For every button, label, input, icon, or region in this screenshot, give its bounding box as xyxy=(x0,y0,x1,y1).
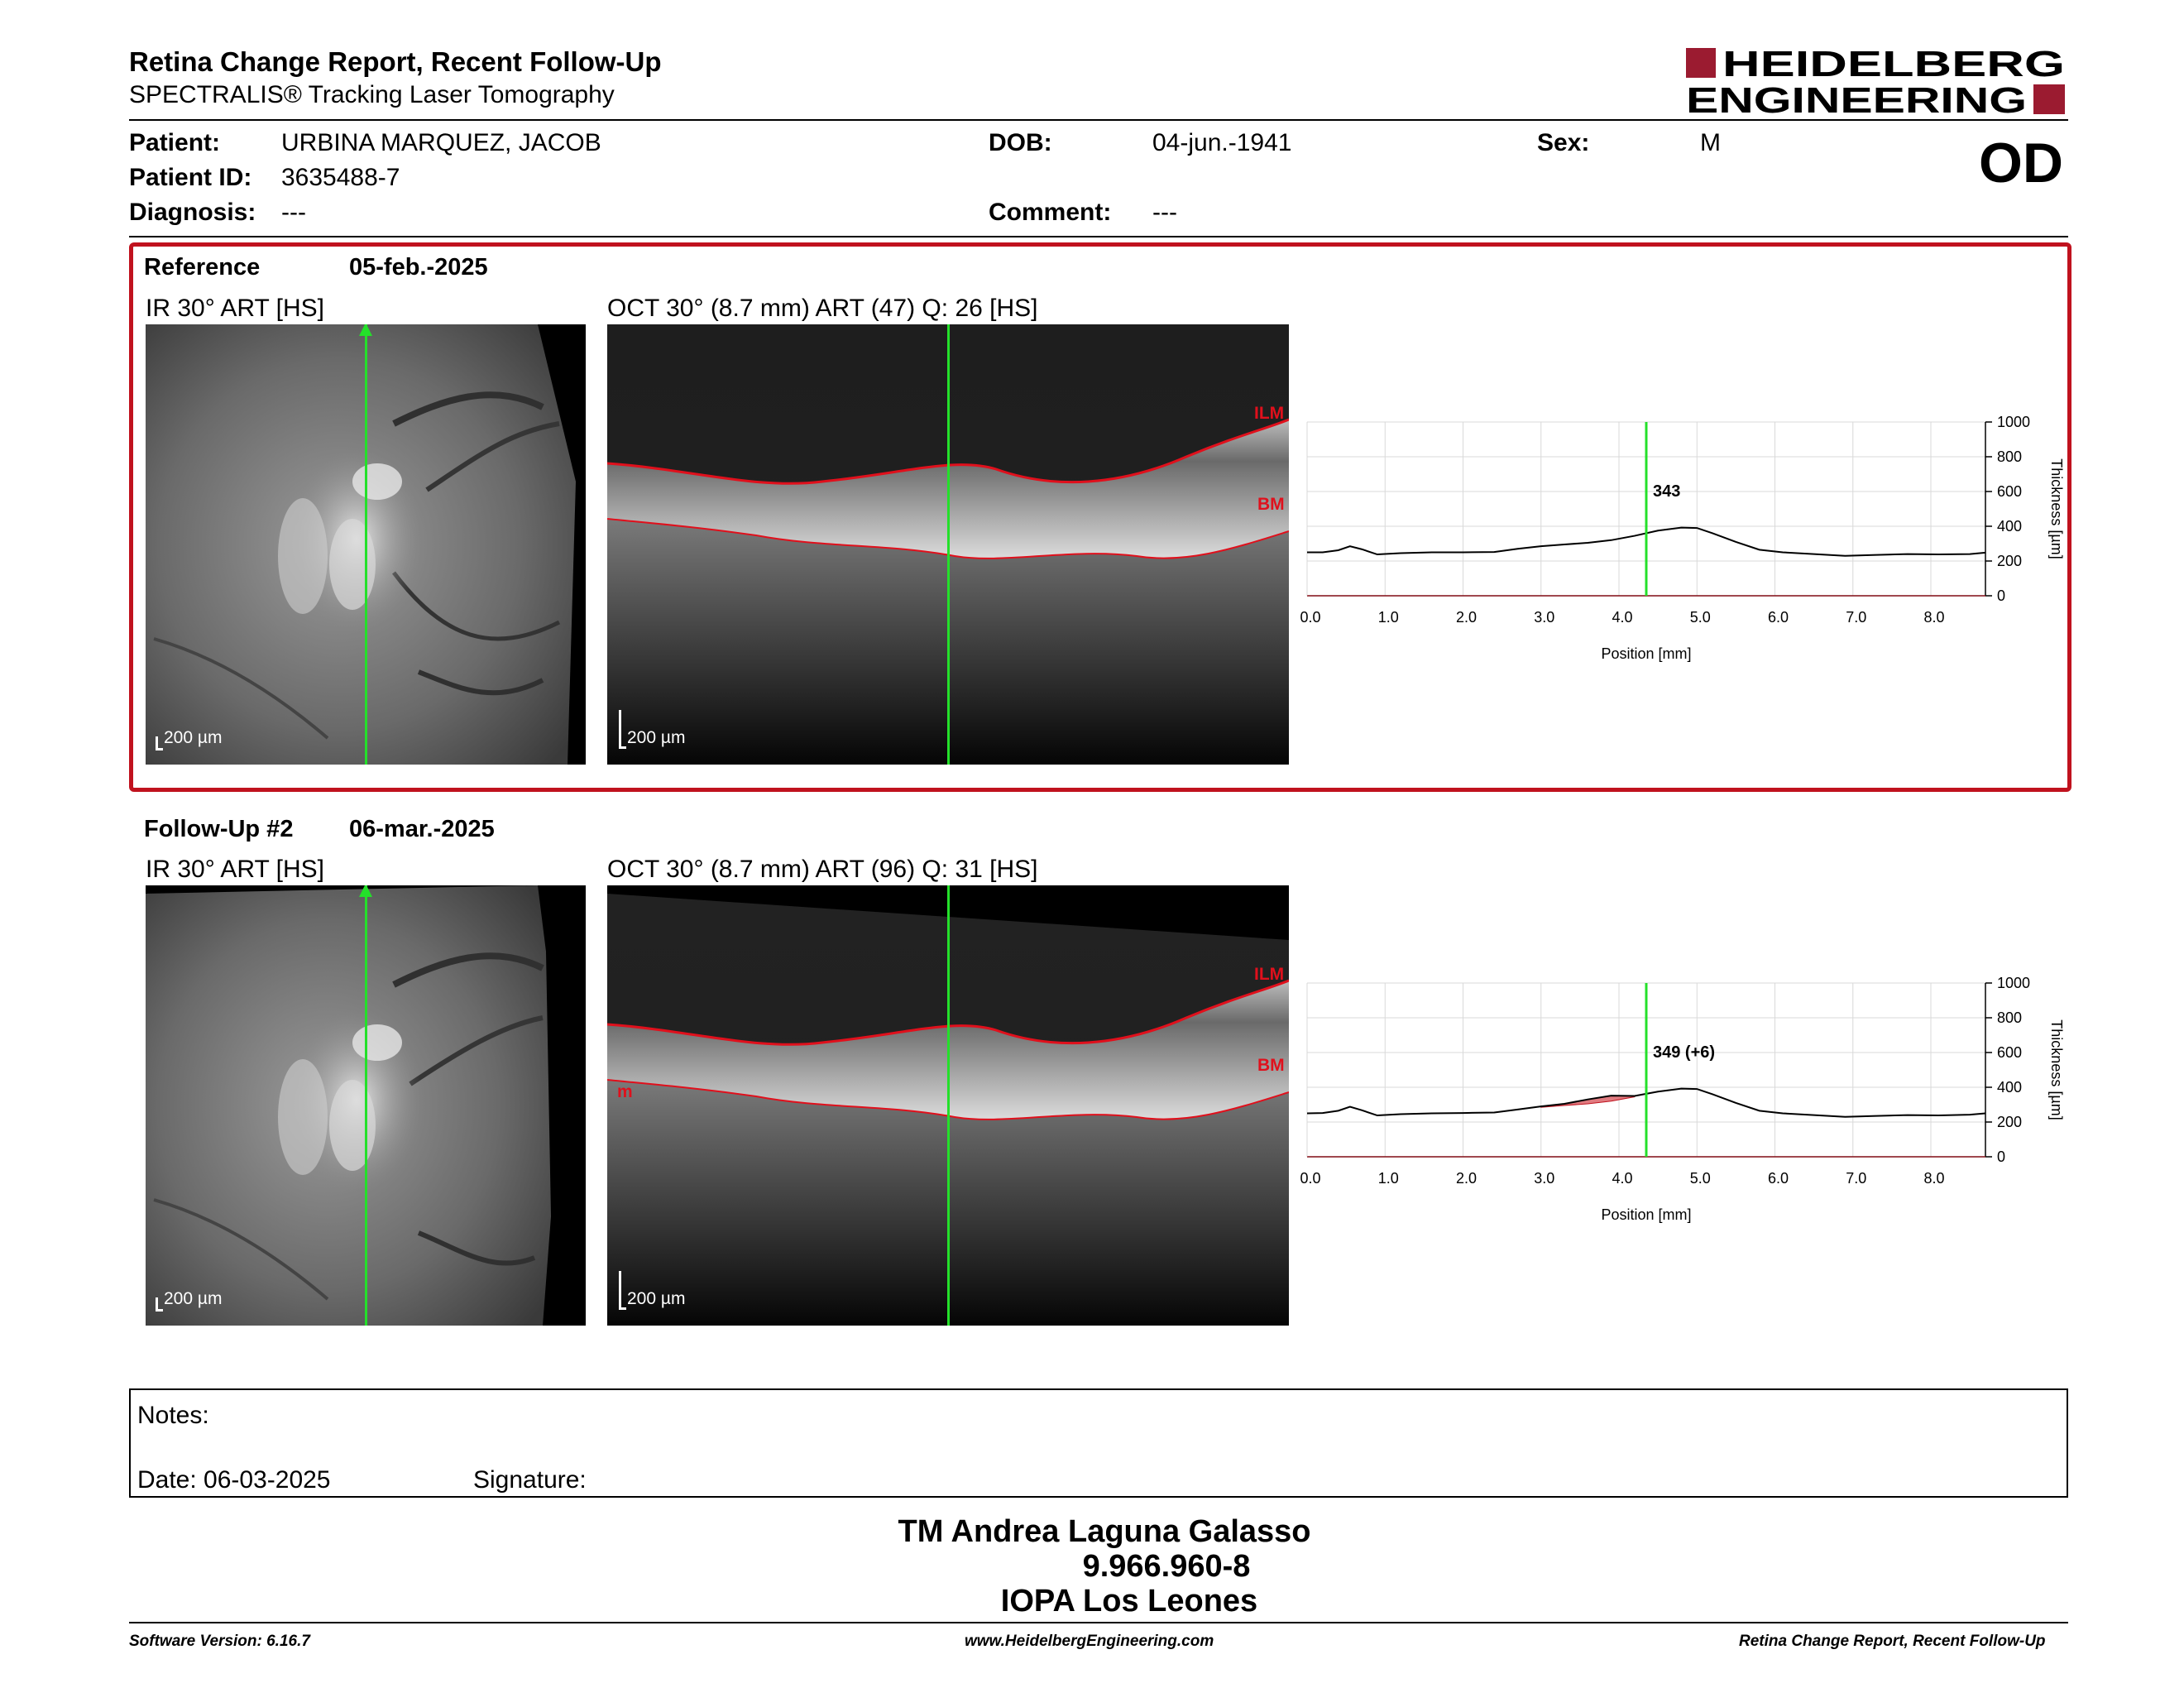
chart-y-tick-label: 1000 xyxy=(1997,975,2030,991)
reference-thickness-chart-svg: 0.0 1.0 2.0 3.0 4.0 5.0 6.0 7.0 8.0 0 200 400 600 800… xyxy=(1300,414,2065,662)
sex-value: M xyxy=(1700,129,1721,156)
diagnosis-label: Diagnosis: xyxy=(129,199,256,226)
chart-x-tick-label: 2.0 xyxy=(1456,609,1477,626)
patient-id-label: Patient ID: xyxy=(129,164,252,191)
chart-x-axis-title: Position [mm] xyxy=(1601,645,1691,662)
chart-x-tick-label: 4.0 xyxy=(1612,609,1632,626)
dob-value: 04-jun.-1941 xyxy=(1152,129,1292,156)
chart-x-tick-label: 0.0 xyxy=(1300,1170,1320,1187)
notes-box[interactable]: Notes: Date: 06-03-2025 Signature: xyxy=(129,1388,2068,1498)
chart-x-tick-label: 1.0 xyxy=(1378,609,1399,626)
followup-date: 06-mar.-2025 xyxy=(349,816,495,842)
report-subtitle: SPECTRALIS® Tracking Laser Tomography xyxy=(129,81,615,108)
reference-oct-caption: OCT 30° (8.7 mm) ART (47) Q: 26 [HS] xyxy=(607,295,1038,322)
chart-x-tick-label: 0.0 xyxy=(1300,609,1320,626)
reference-ir-arrow-icon xyxy=(359,324,372,336)
footer-website[interactable]: www.HeidelbergEngineering.com xyxy=(965,1633,1214,1650)
chart-x-axis-title: Position [mm] xyxy=(1601,1206,1691,1223)
reference-ir-scan-line[interactable] xyxy=(365,324,367,765)
chart-x-tick-label: 3.0 xyxy=(1534,1170,1554,1187)
chart-y-tick-label: 800 xyxy=(1997,448,2022,465)
comment-value: --- xyxy=(1152,199,1177,226)
followup-ir-caption: IR 30° ART [HS] xyxy=(146,856,324,883)
chart-x-tick-label: 3.0 xyxy=(1534,609,1554,626)
reference-thickness-chart: 0.0 1.0 2.0 3.0 4.0 5.0 6.0 7.0 8.0 0 200 400 600 800… xyxy=(1299,409,2076,674)
chart-y-tick-label: 0 xyxy=(1997,1149,2005,1165)
chart-thickness-line xyxy=(1306,1087,1986,1118)
sex-label: Sex: xyxy=(1537,129,1590,156)
dob-label: DOB: xyxy=(989,129,1052,156)
diagnosis-value: --- xyxy=(281,199,306,226)
followup-bm-label: BM xyxy=(1257,1056,1285,1075)
followup-oct-image[interactable]: ILM BM m 200 µm xyxy=(607,885,1289,1326)
chart-x-tick-label: 4.0 xyxy=(1612,1170,1632,1187)
reference-oct-image[interactable]: ILM BM 200 µm xyxy=(607,324,1289,765)
chart-thickness-line xyxy=(1307,526,1986,557)
reference-date: 05-feb.-2025 xyxy=(349,254,488,281)
followup-oct-scan-line[interactable] xyxy=(947,885,950,1326)
chart-x-tick-label: 7.0 xyxy=(1846,609,1866,626)
chart-x-tick-label: 5.0 xyxy=(1690,609,1711,626)
followup-ir-image[interactable]: 200 µm xyxy=(146,885,586,1326)
reference-ilm-label: ILM xyxy=(1254,404,1285,423)
signer-name: TM Andrea Laguna Galasso xyxy=(898,1514,1311,1549)
chart-y-axis-title: Thickness [µm] xyxy=(2048,1019,2065,1120)
chart-x-tick-label: 1.0 xyxy=(1378,1170,1399,1187)
chart-y-tick-label: 400 xyxy=(1997,1079,2022,1096)
notes-date: Date: 06-03-2025 xyxy=(137,1466,331,1494)
followup-oct-caption: OCT 30° (8.7 mm) ART (96) Q: 31 [HS] xyxy=(607,856,1038,883)
patient-id-value: 3635488-7 xyxy=(281,164,400,191)
chart-x-tick-label: 6.0 xyxy=(1768,609,1789,626)
reference-ir-image[interactable]: 200 µm xyxy=(146,324,586,765)
reference-section-frame xyxy=(129,242,2071,792)
chart-y-tick-label: 400 xyxy=(1997,518,2022,535)
followup-bm-left-label: m xyxy=(617,1082,633,1101)
reference-label: Reference xyxy=(144,254,261,281)
notes-signature-label: Signature: xyxy=(473,1466,587,1494)
heidelberg-logo: HEIDELBERG ENGINEERING xyxy=(1686,44,2067,121)
chart-x-tick-label: 8.0 xyxy=(1924,1170,1945,1187)
followup-thickness-chart-svg: 0.0 1.0 2.0 3.0 4.0 5.0 6.0 7.0 8.0 0 200 400 600 800… xyxy=(1300,975,2065,1223)
chart-y-tick-label: 1000 xyxy=(1997,414,2030,430)
chart-y-tick-label: 800 xyxy=(1997,1009,2022,1026)
chart-marker-label: 343 xyxy=(1653,482,1680,501)
chart-y-tick-label: 0 xyxy=(1997,587,2005,604)
reference-ir-caption: IR 30° ART [HS] xyxy=(146,295,324,322)
chart-y-tick-label: 200 xyxy=(1997,1114,2022,1130)
followup-ir-arrow-icon xyxy=(359,885,372,897)
reference-bm-label: BM xyxy=(1257,495,1285,514)
patient-name: URBINA MARQUEZ, JACOB xyxy=(281,129,601,156)
followup-thickness-chart: 0.0 1.0 2.0 3.0 4.0 5.0 6.0 7.0 8.0 0 200 400 600 800… xyxy=(1299,970,2076,1235)
signer-institution: IOPA Los Leones xyxy=(1000,1584,1258,1618)
chart-y-axis-title: Thickness [µm] xyxy=(2048,458,2065,559)
patient-label: Patient: xyxy=(129,129,221,156)
chart-y-tick-label: 600 xyxy=(1997,483,2022,500)
chart-x-tick-label: 6.0 xyxy=(1768,1170,1789,1187)
followup-ir-scan-line[interactable] xyxy=(365,885,367,1326)
report-title: Retina Change Report, Recent Follow-Up xyxy=(129,46,662,77)
footer-report: Retina Change Report, Recent Follow-Up xyxy=(1739,1633,2046,1650)
followup-ilm-label: ILM xyxy=(1254,965,1285,984)
chart-y-tick-label: 600 xyxy=(1997,1044,2022,1061)
notes-label: Notes: xyxy=(137,1402,209,1429)
chart-x-tick-label: 5.0 xyxy=(1690,1170,1711,1187)
chart-x-tick-label: 7.0 xyxy=(1846,1170,1866,1187)
footer-version: Software Version: 6.16.7 xyxy=(129,1633,310,1650)
comment-label: Comment: xyxy=(989,199,1112,226)
logo-line2: ENGINEERING xyxy=(1686,80,2027,116)
chart-x-tick-label: 8.0 xyxy=(1924,609,1945,626)
chart-x-tick-label: 2.0 xyxy=(1456,1170,1477,1187)
reference-oct-scan-line[interactable] xyxy=(947,324,950,765)
chart-y-tick-label: 200 xyxy=(1997,553,2022,569)
chart-marker-label: 349 (+6) xyxy=(1653,1043,1715,1062)
logo-line1: HEIDELBERG xyxy=(1722,46,2065,84)
signer-id: 9.966.960-8 xyxy=(1082,1549,1251,1584)
eye-indicator: OD xyxy=(1979,132,2063,194)
followup-label: Follow-Up #2 xyxy=(144,816,294,842)
